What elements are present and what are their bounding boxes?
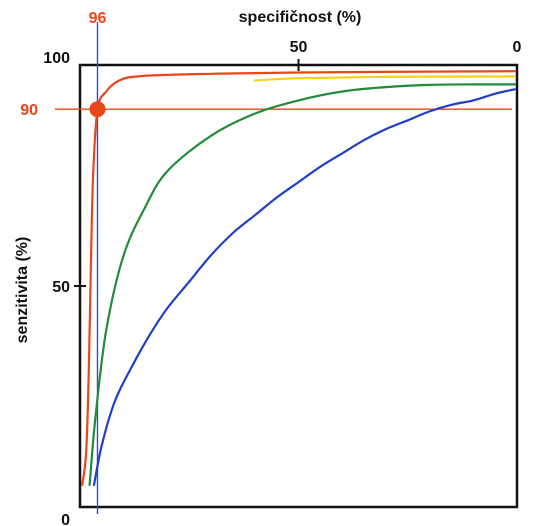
x-tick-label: 50	[290, 39, 308, 56]
plot-area: 50 0 100 50 0 96 90	[20, 10, 521, 526]
plot-frame	[78, 63, 519, 509]
y-tick-label: 0	[61, 512, 70, 526]
y-tick-label: 100	[43, 50, 70, 67]
y-tick-label: 50	[52, 279, 70, 296]
roc-curve-4	[92, 88, 516, 486]
marker-y-label: 90	[20, 102, 38, 119]
x-axis-title: specifičnost (%)	[239, 9, 362, 26]
roc-curve-1	[81, 70, 516, 486]
y-axis-title: senzitivita (%)	[14, 237, 31, 344]
marker-x-label: 96	[89, 10, 107, 27]
roc-curve-3	[88, 83, 516, 486]
x-tick-label: 0	[513, 39, 522, 56]
operating-point-marker	[89, 101, 106, 118]
roc-curve-2	[253, 75, 516, 82]
